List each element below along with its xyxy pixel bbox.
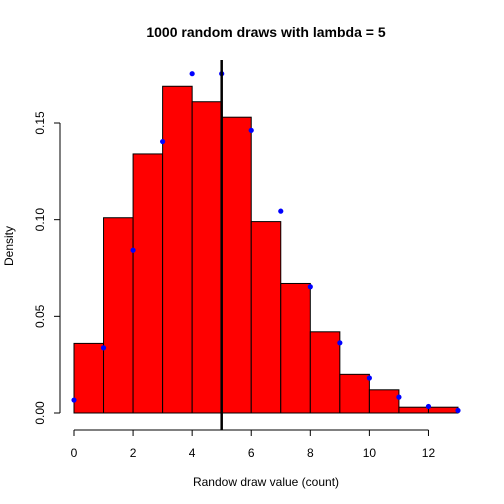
x-tick-label: 8	[307, 446, 314, 460]
density-points	[71, 71, 461, 414]
histogram-bar	[368, 389, 400, 414]
y-tick-label: 0.05	[33, 304, 47, 328]
x-tick-label: 2	[130, 446, 137, 460]
density-point	[100, 345, 107, 351]
histogram-bar	[280, 282, 311, 414]
density-point	[278, 208, 284, 214]
density-point	[189, 71, 195, 77]
density-point	[455, 407, 461, 414]
density-point	[396, 394, 402, 400]
density-point	[248, 127, 254, 133]
y-axis-label: Density	[2, 226, 16, 266]
histogram-bar	[132, 153, 164, 414]
x-tick-label: 4	[189, 446, 196, 460]
density-point	[425, 403, 432, 410]
y-tick-label: 0.15	[33, 111, 47, 135]
histogram-bar	[339, 373, 370, 414]
density-point	[71, 397, 77, 403]
y-tick-label: 0.00	[33, 401, 47, 425]
histogram-bar	[73, 342, 105, 414]
density-point	[337, 340, 343, 346]
histogram-bars	[73, 85, 459, 414]
y-tick-label: 0.10	[33, 208, 47, 232]
x-tick-label: 6	[248, 446, 255, 460]
histogram-bar	[250, 221, 282, 414]
histogram-bar	[398, 406, 429, 414]
histogram-bar	[191, 101, 223, 414]
histogram-bar	[103, 217, 134, 414]
x-tick-label: 12	[422, 446, 436, 460]
density-point	[130, 247, 136, 253]
density-point	[366, 375, 372, 381]
x-tick-label: 0	[71, 446, 78, 460]
histogram-bar	[162, 85, 193, 414]
x-tick-label: 10	[363, 446, 377, 460]
histogram-bar	[309, 331, 341, 414]
chart-title: 1000 random draws with lambda = 5	[146, 24, 385, 40]
density-point	[160, 138, 166, 145]
x-axis: 0 2 4 6 8 10 12	[71, 429, 436, 460]
density-point	[307, 284, 313, 290]
histogram-bar	[221, 116, 252, 414]
y-axis: 0.00 0.05 0.10 0.15	[33, 111, 61, 425]
histogram-bar	[427, 406, 459, 414]
x-axis-label: Randow draw value (count)	[193, 475, 339, 489]
